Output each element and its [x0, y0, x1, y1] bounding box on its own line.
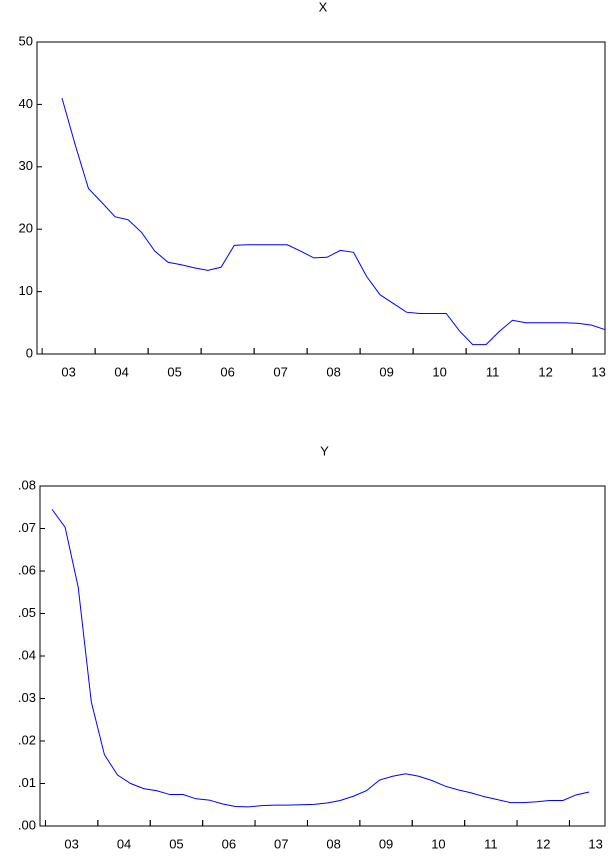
x-tick-label: 11: [486, 364, 500, 379]
y-tick-label: 20: [19, 221, 33, 236]
data-line: [61, 98, 606, 346]
y-tick-label: 30: [19, 158, 33, 173]
x-tick-label: 06: [222, 836, 236, 851]
y-tick-label: .05: [18, 605, 36, 620]
x-tick-label: 09: [379, 364, 393, 379]
y-tick-label: 50: [19, 33, 33, 48]
y-tick-label: .08: [18, 477, 36, 492]
y-tick-label: .02: [18, 732, 36, 747]
x-tick-label: 03: [61, 364, 75, 379]
x-tick-label: 11: [484, 836, 498, 851]
x-tick-label: 07: [273, 364, 287, 379]
x-tick-label: 13: [588, 836, 602, 851]
y-tick-label: 10: [19, 283, 33, 298]
x-tick-label: 10: [432, 364, 446, 379]
y-tick-label: .06: [18, 562, 36, 577]
y-tick-label: .07: [18, 520, 36, 535]
x-tick-label: 10: [431, 836, 445, 851]
x-tick-label: 08: [326, 364, 340, 379]
x-tick-label: 08: [326, 836, 340, 851]
data-line: [51, 509, 590, 808]
y-tick-label: .03: [18, 690, 36, 705]
plot-frame: [39, 485, 606, 827]
plot-frame: [36, 41, 606, 355]
x-tick-label: 12: [538, 364, 552, 379]
y-tick-label: 40: [19, 96, 33, 111]
x-tick-label: 05: [167, 364, 181, 379]
x-tick-label: 07: [274, 836, 288, 851]
y-tick-label: 0: [26, 345, 33, 360]
x-tick-label: 05: [169, 836, 183, 851]
x-tick-label: 12: [536, 836, 550, 851]
y-tick-label: .04: [18, 647, 36, 662]
chart-title: X: [319, 0, 328, 14]
x-tick-label: 13: [591, 364, 605, 379]
x-tick-label: 04: [117, 836, 131, 851]
x-tick-label: 09: [379, 836, 393, 851]
chart-title: Y: [320, 443, 329, 458]
x-tick-label: 06: [220, 364, 234, 379]
y-tick-label: .01: [18, 775, 36, 790]
x-tick-label: 03: [64, 836, 78, 851]
x-tick-label: 04: [114, 364, 128, 379]
y-tick-label: .00: [18, 817, 36, 832]
